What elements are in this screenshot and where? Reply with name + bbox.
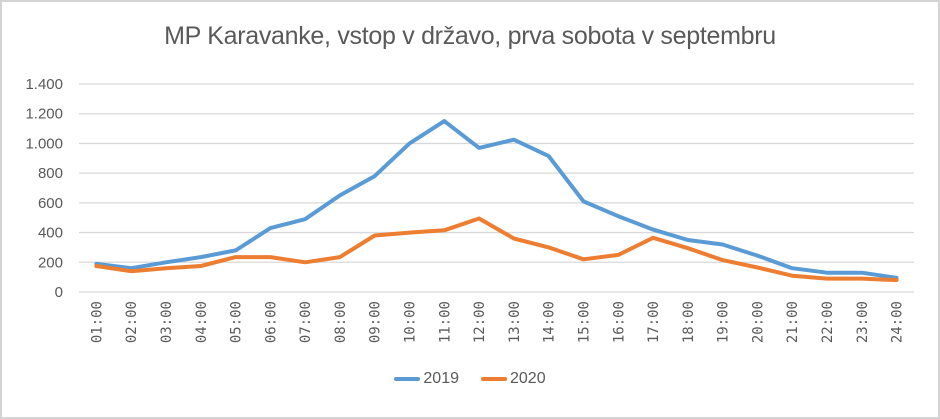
y-tick-label: 1.000 <box>25 135 63 152</box>
series-lines <box>94 119 899 283</box>
x-tick-label: 15:00 <box>576 301 592 343</box>
x-axis-labels: 01:00 02:00 03:00 04:00 05:00 06:00 07:00 08:00… <box>89 301 905 343</box>
legend-item-2019[interactable]: 2019 <box>394 370 459 388</box>
x-tick-label: 17:00 <box>646 301 662 343</box>
y-tick-label: 600 <box>38 195 63 212</box>
y-tick-label: 200 <box>38 254 63 271</box>
x-tick-label: 24:00 <box>890 301 906 343</box>
x-tick-label: 01:00 <box>89 301 105 343</box>
x-tick-label: 14:00 <box>542 301 558 343</box>
series-line-2019[interactable] <box>94 119 899 280</box>
legend-item-2020[interactable]: 2020 <box>481 370 546 388</box>
legend-label-2020: 2020 <box>510 370 546 387</box>
series-line-2020[interactable] <box>94 216 899 283</box>
x-tick-label: 18:00 <box>681 301 697 343</box>
x-tick-label: 12:00 <box>472 301 488 343</box>
legend-label-2019: 2019 <box>423 370 459 387</box>
x-tick-label: 05:00 <box>229 301 245 343</box>
x-tick-label: 10:00 <box>403 301 419 343</box>
x-tick-label: 13:00 <box>507 301 523 343</box>
x-tick-label: 22:00 <box>820 301 836 343</box>
x-tick-label: 21:00 <box>785 301 801 343</box>
y-tick-label: 400 <box>38 225 63 242</box>
x-tick-label: 19:00 <box>716 301 732 343</box>
x-tick-label: 07:00 <box>298 301 314 343</box>
legend: 2019 2020 <box>0 370 940 388</box>
x-tick-label: 09:00 <box>368 301 384 343</box>
y-tick-label: 1.200 <box>25 106 63 123</box>
y-tick-label: 1.400 <box>25 76 63 93</box>
x-tick-label: 20:00 <box>750 301 766 343</box>
x-tick-label: 11:00 <box>437 301 453 343</box>
chart-title: MP Karavanke, vstop v državo, prva sobot… <box>164 22 776 50</box>
y-tick-label: 0 <box>55 284 63 301</box>
x-tick-label: 23:00 <box>855 301 871 343</box>
y-axis-labels: 0 200 400 600 800 1.000 1.200 1.400 <box>25 76 63 301</box>
x-tick-label: 03:00 <box>159 301 175 343</box>
x-tick-label: 06:00 <box>263 301 279 343</box>
x-tick-label: 02:00 <box>124 301 140 343</box>
gridlines <box>79 83 914 293</box>
legend-swatch-2020 <box>481 377 507 381</box>
x-tick-label: 04:00 <box>194 301 210 343</box>
legend-swatch-2019 <box>394 377 421 381</box>
y-tick-label: 800 <box>38 165 63 182</box>
x-tick-label: 08:00 <box>333 301 349 343</box>
x-tick-label: 16:00 <box>611 301 627 343</box>
